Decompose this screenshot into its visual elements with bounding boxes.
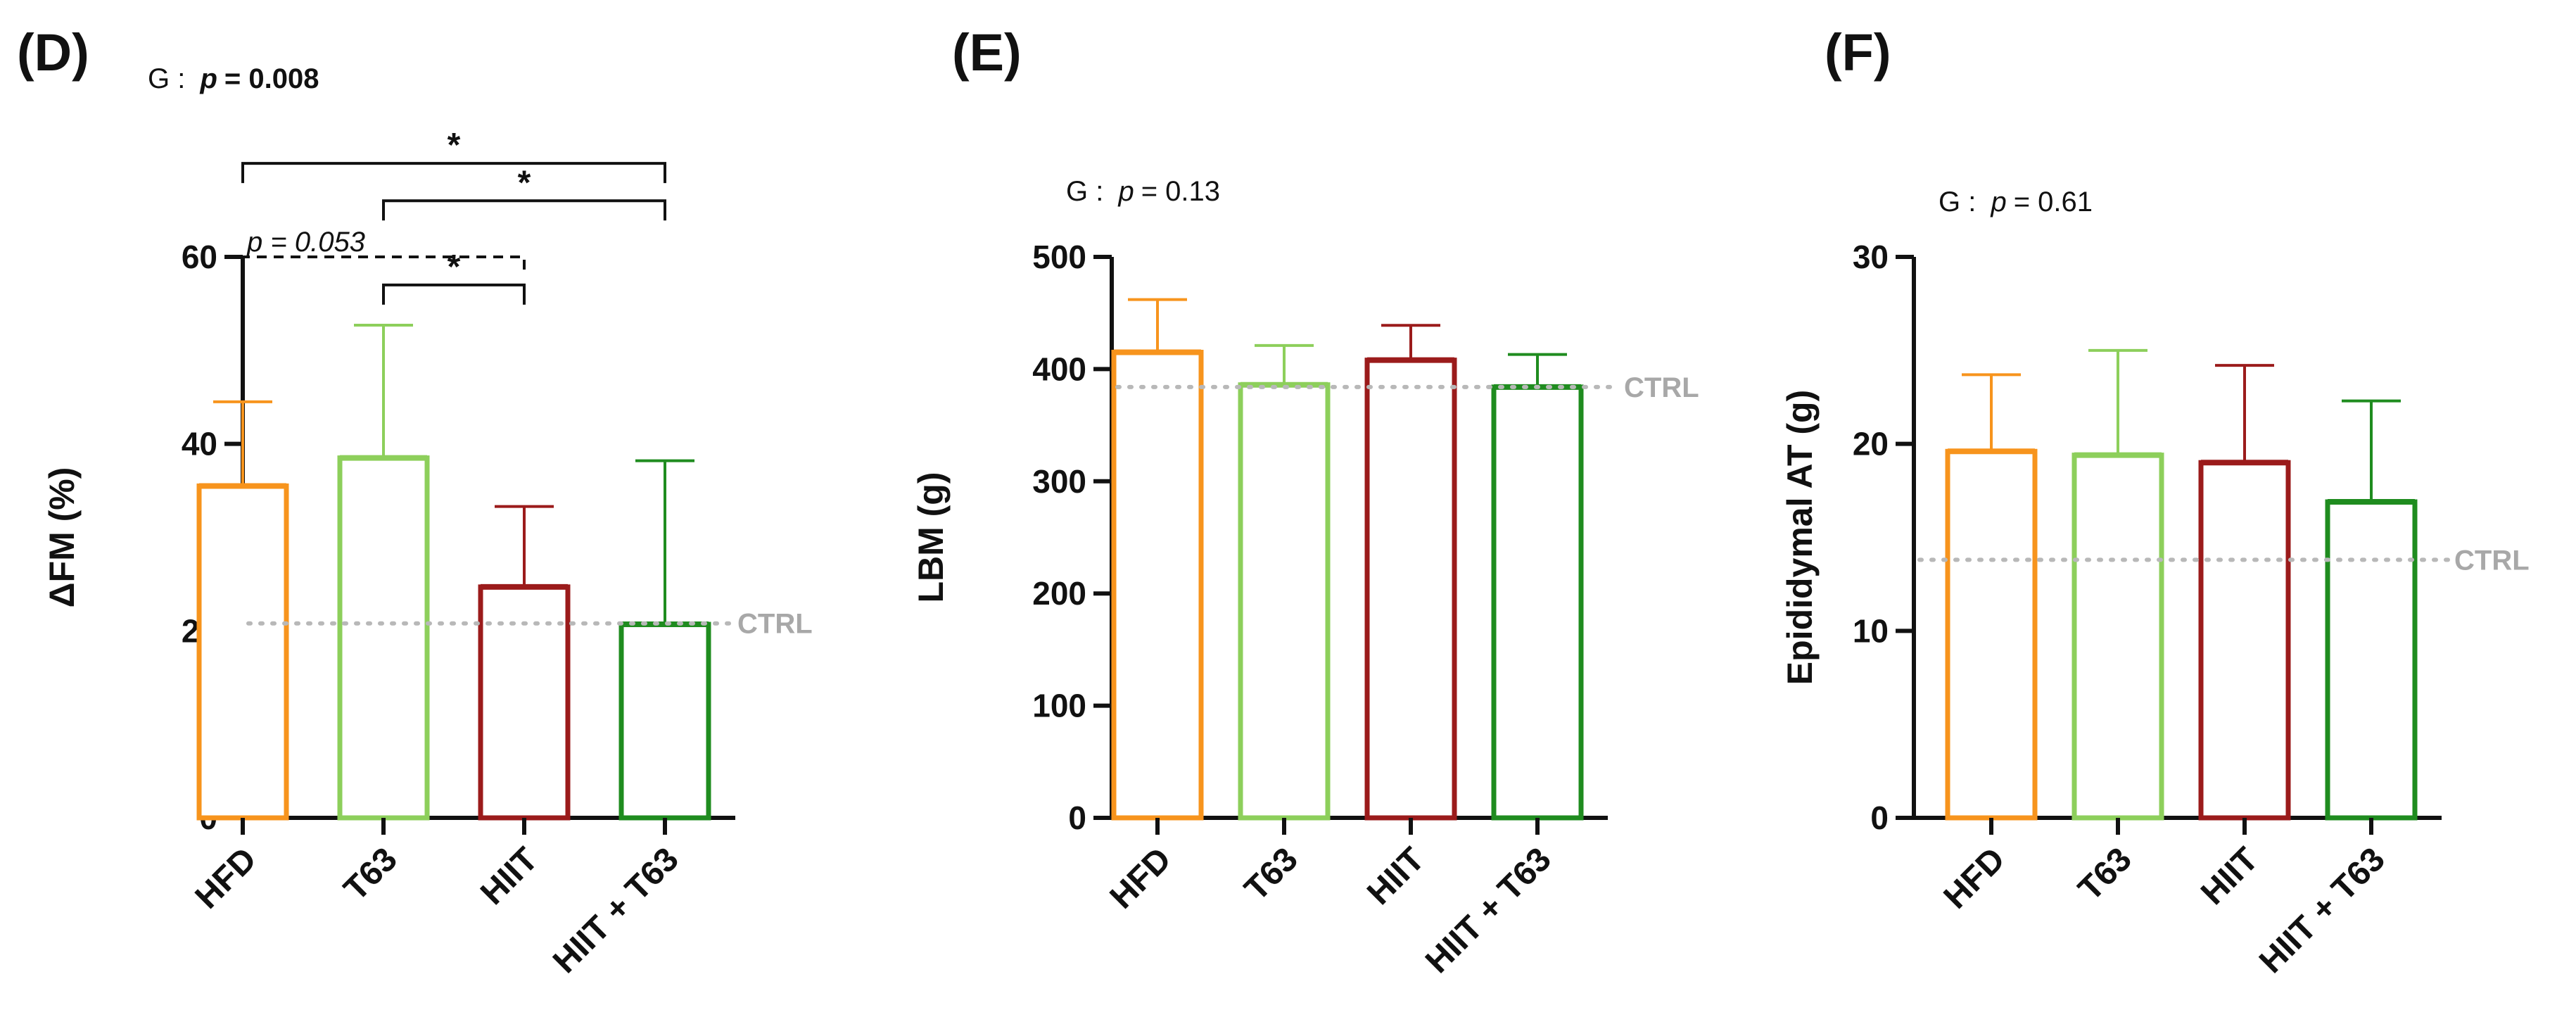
panel-label: (E) [952,23,1022,82]
y-tick-label: 0 [1870,800,1889,836]
y-tick-label: 40 [182,426,217,462]
bar [1364,358,1457,821]
x-tick-label: HIIT [1360,840,1432,912]
x-tick-label: HFD [1103,840,1179,916]
reference-label: CTRL [1624,372,1699,403]
x-tick-label: HFD [189,840,264,916]
reference-label: CTRL [737,609,813,640]
bar [618,621,711,821]
y-tick-label: 300 [1032,463,1086,500]
y-axis-title: LBM (g) [911,472,951,602]
stat-text: G : p = 0.008 [148,63,319,94]
bar [1238,382,1331,821]
panel-label: (F) [1825,23,1891,82]
comparison-label: p = 0.053 [246,227,365,258]
chart-panel-2: (E) G : p = 0.13 0 100 200 300 400 500 LBM (g) HFD… [911,23,1699,980]
stat-value: = 0.13 [1141,176,1220,207]
bar [1491,384,1584,821]
stat-value: = 0.61 [2014,187,2093,217]
comparison-label: * [518,164,531,201]
panel-label: (D) [17,23,89,82]
chart-panel-1: (D)G : p= 0.0080204060ΔFM (%)HFDT63HIITH… [17,23,813,980]
y-tick-label: 0 [1068,800,1086,836]
chart-panel-3: (F) G : p = 0.61 0 10 20 30 Epididymal AT (g) HF… [1780,23,2530,980]
x-tick-label: T63 [2071,840,2139,908]
y-tick-label: 100 [1032,688,1086,724]
x-tick-label: T63 [337,840,405,908]
y-tick-label: 20 [1853,426,1889,462]
bar [2325,499,2418,821]
x-tick-label: HIIT + T63 [546,840,686,980]
comparison-bracket [241,255,526,277]
y-tick-label: 10 [1853,612,1889,649]
bar [196,483,289,821]
stat-value: = 0.008 [224,63,319,94]
bar [337,455,430,821]
bar [1111,349,1204,821]
comparison-bracket [382,199,666,221]
stat-p-symbol: p [1990,187,2006,217]
stat-prefix: G : [1939,187,1984,217]
y-axis-title: Epididymal AT (g) [1780,390,1820,685]
x-tick-label: HIIT + T63 [2252,840,2392,980]
x-tick-label: HIIT [2194,840,2266,912]
bar [2071,453,2164,821]
stat-text: G : p = 0.13 [1066,176,1220,207]
comparison-bracket [241,162,666,184]
bar [2198,460,2291,821]
comparison-label: * [448,127,461,164]
x-tick-label: HFD [1937,840,2012,916]
stat-p-symbol: p [1117,176,1134,207]
x-tick-label: HIIT [474,840,545,912]
y-tick-label: 500 [1032,239,1086,275]
comparison-bracket [382,283,526,305]
y-tick-label: 60 [182,239,217,275]
stat-prefix: G : [148,63,193,94]
stat-prefix: G : [1066,176,1111,207]
x-tick-label: T63 [1238,840,1305,908]
stat-p-symbol: p [199,63,217,94]
stat-text: G : p = 0.61 [1939,187,2093,217]
reference-label: CTRL [2454,545,2530,576]
bar [1945,448,2038,821]
x-tick-label: HIIT + T63 [1419,840,1559,980]
y-tick-label: 200 [1032,575,1086,612]
y-tick-label: 30 [1853,239,1889,275]
y-axis-title: ΔFM (%) [42,467,82,608]
y-tick-label: 400 [1032,351,1086,387]
comparison-label: * [448,248,461,286]
